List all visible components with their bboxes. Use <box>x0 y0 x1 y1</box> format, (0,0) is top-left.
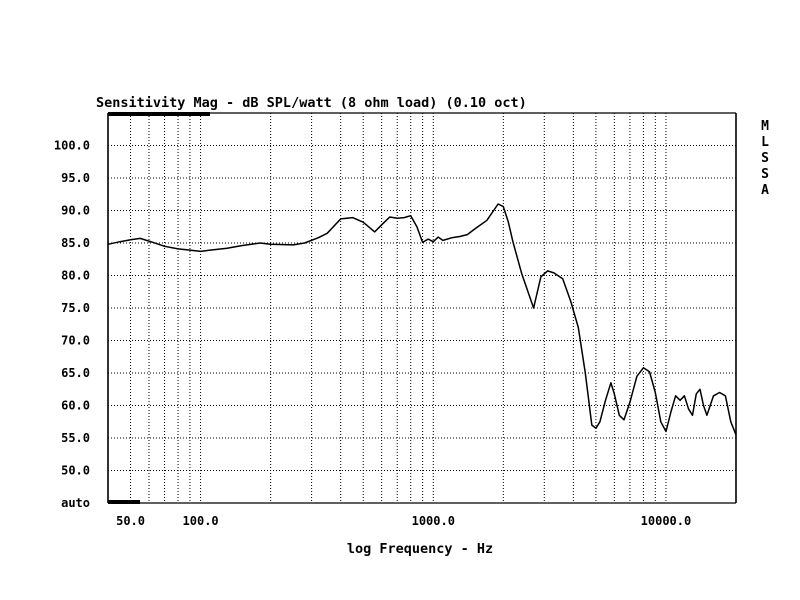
grid-layer <box>108 113 736 503</box>
y-tick-label: 95.0 <box>61 171 90 185</box>
side-letter: S <box>761 167 769 182</box>
y-tick-label: 50.0 <box>61 464 90 478</box>
series-layer <box>107 203 737 436</box>
y-tick-label: 65.0 <box>61 366 90 380</box>
x-tick-label: 1000.0 <box>412 514 455 528</box>
side-letter: S <box>761 151 769 166</box>
y-tick-label: 60.0 <box>61 399 90 413</box>
side-letter: A <box>761 183 769 198</box>
x-axis-label: log Frequency - Hz <box>347 541 493 557</box>
y-tick-label: auto <box>61 496 90 510</box>
y-tick-label: 75.0 <box>61 301 90 315</box>
x-tick-label: 100.0 <box>183 514 219 528</box>
y-tick-label: 55.0 <box>61 431 90 445</box>
y-tick-label: 80.0 <box>61 269 90 283</box>
y-tick-label: 100.0 <box>54 139 90 153</box>
side-letter: L <box>761 135 769 150</box>
y-tick-label: 85.0 <box>61 236 90 250</box>
side-letter: M <box>761 119 769 134</box>
sensitivity-series-line <box>107 203 737 436</box>
chart-title: Sensitivity Mag - dB SPL/watt (8 ohm loa… <box>96 95 527 111</box>
y-tick-label: 90.0 <box>61 204 90 218</box>
y-tick-label: 70.0 <box>61 334 90 348</box>
x-tick-label: 50.0 <box>116 514 145 528</box>
x-tick-label: 10000.0 <box>641 514 692 528</box>
tick-labels: 100.0 95.0 90.0 85.0 80.0 75.0 70.0 65.0 60.0 55.… <box>54 139 691 529</box>
plot-frame <box>107 112 737 504</box>
